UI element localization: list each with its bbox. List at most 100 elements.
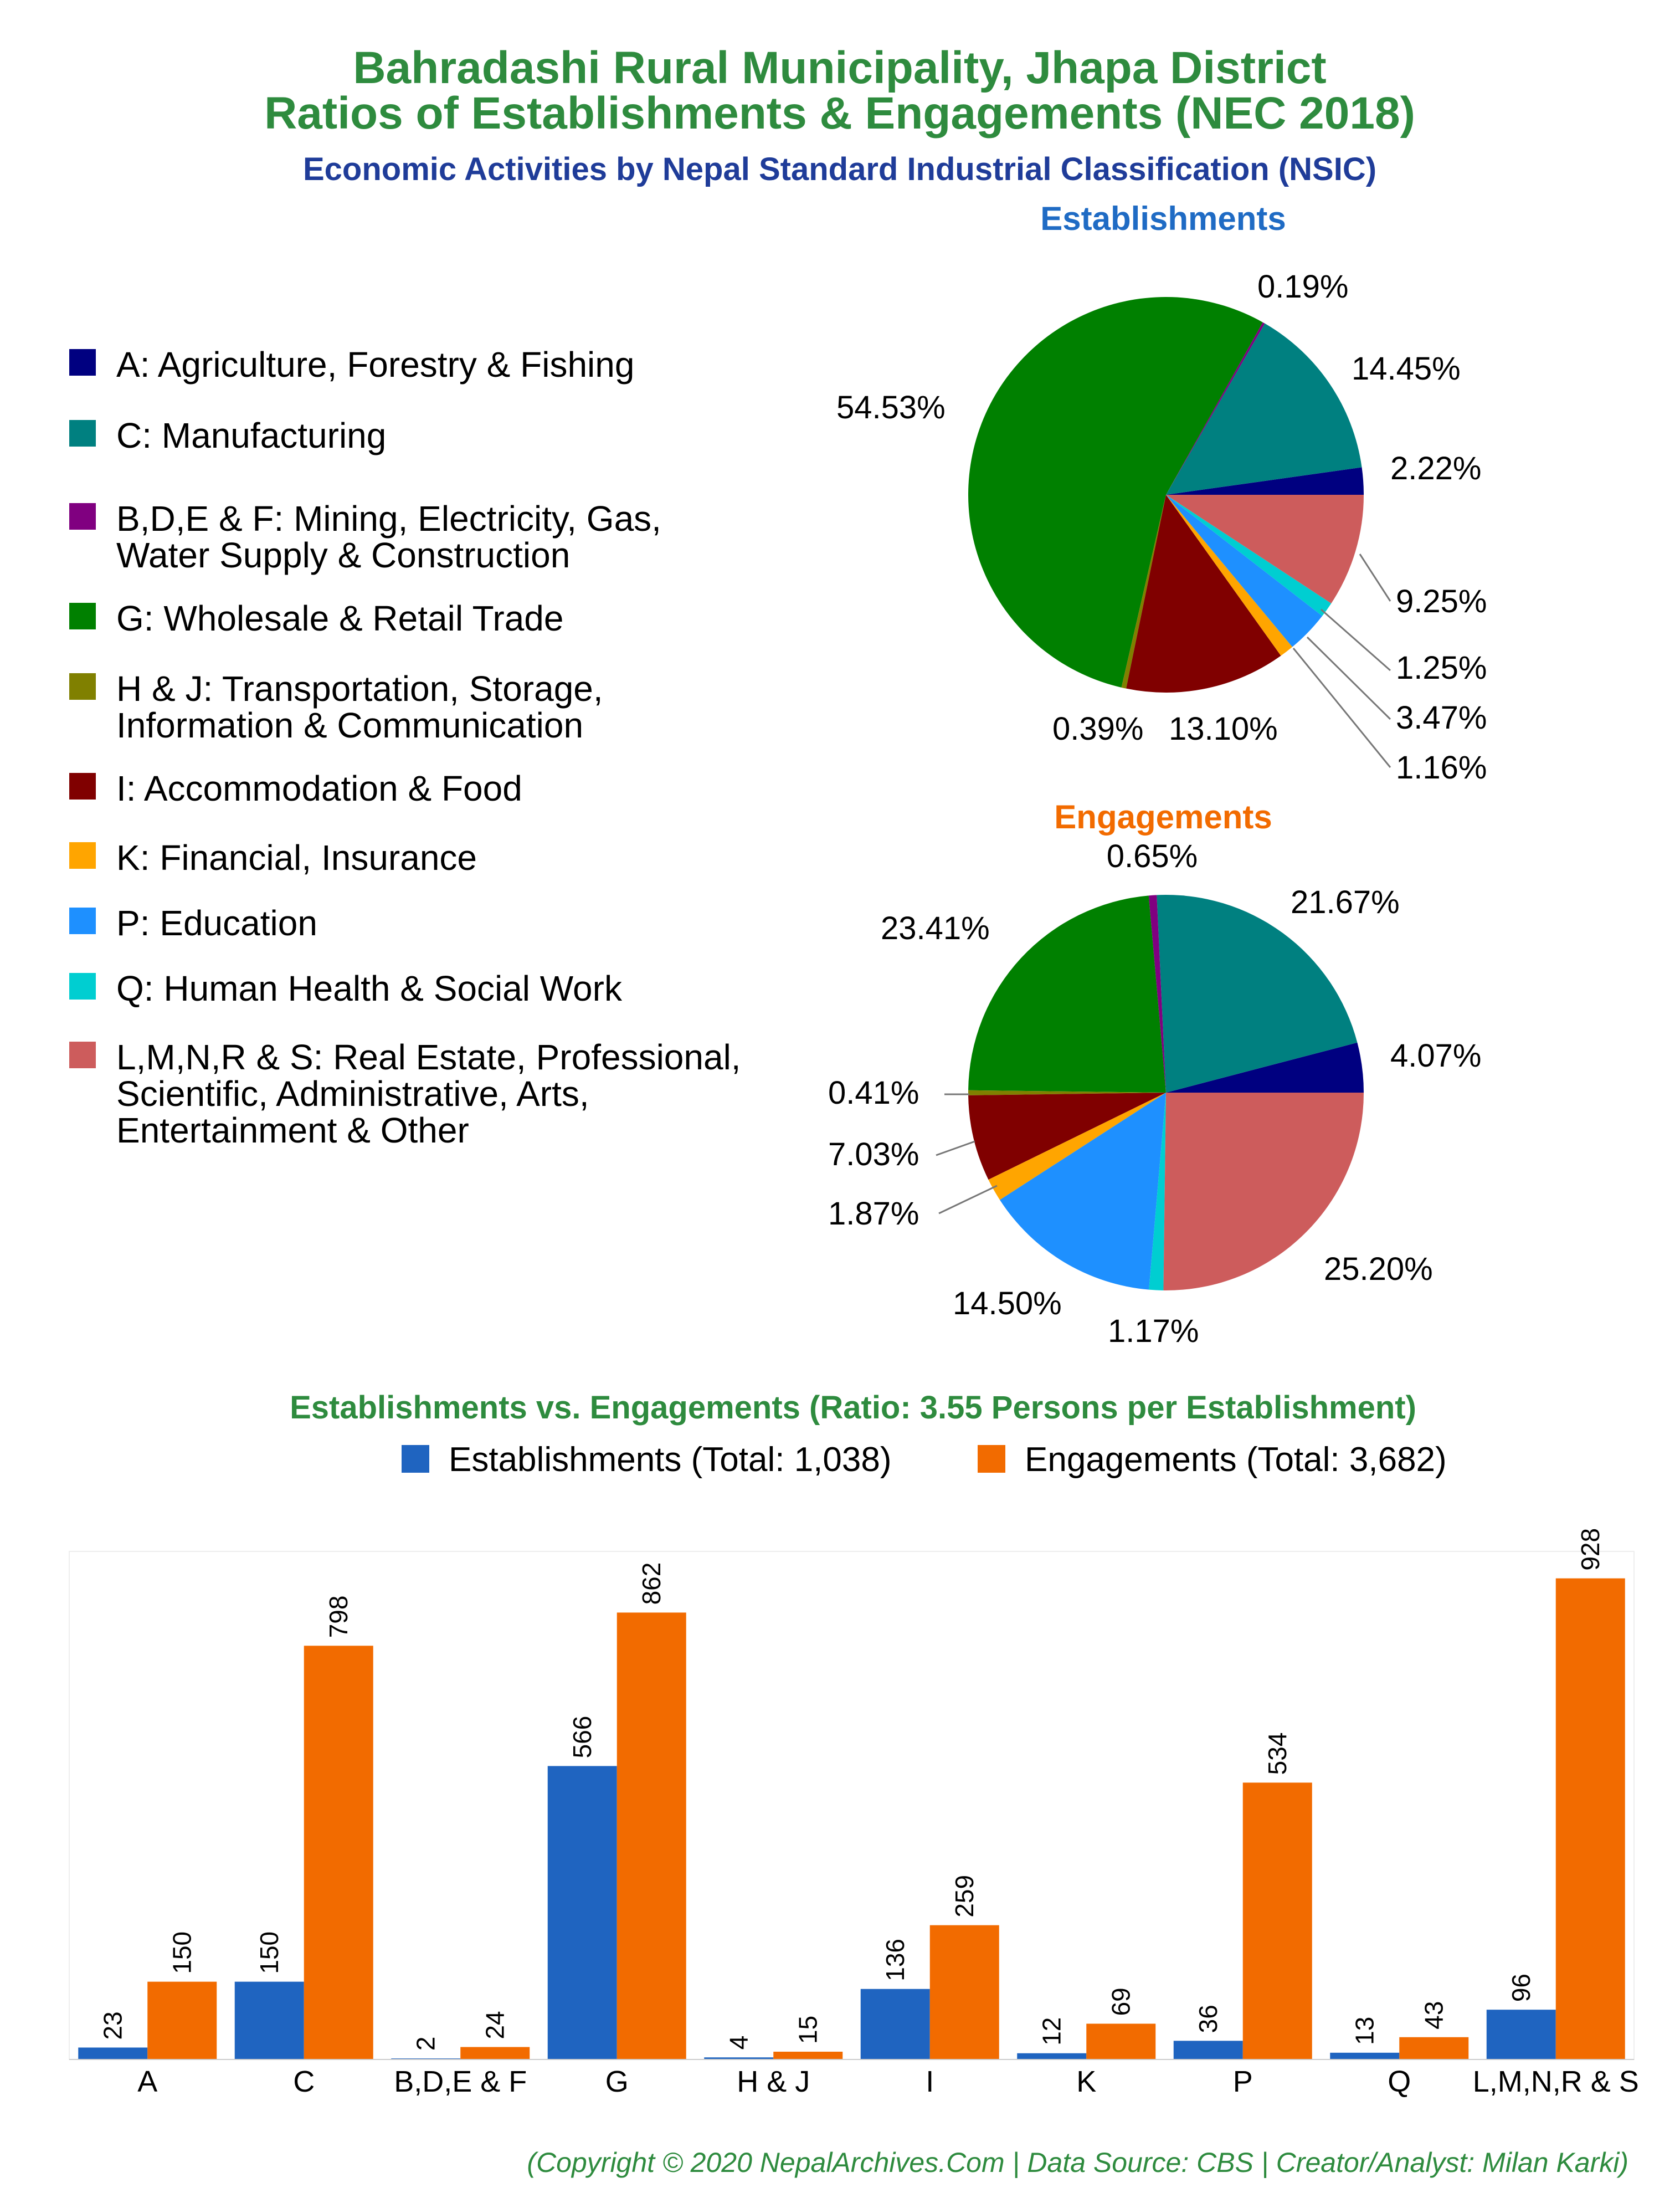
pie-slice-l-m-n-r-s (1163, 1093, 1364, 1291)
pie-leader-line (1306, 636, 1391, 720)
legend-swatch (69, 842, 96, 869)
legend-label: Entertainment & Other (116, 1110, 469, 1150)
pie-engagements: 4.07% 21.67% 0.65% 23.41% 0.41% 7.03% 1.87% 14.… (828, 838, 1481, 1349)
legend-label: Water Supply & Construction (116, 535, 570, 575)
bar-engagements-9 (1555, 1578, 1625, 2059)
pie-value-label: 4.07% (1390, 1038, 1481, 1074)
pie-slice-a (1166, 467, 1364, 495)
bar-chart: 23 150 A 150 798 C 2 24 B,D,E & F 566 862 G 4 15 H & J… (78, 1528, 1639, 2098)
bar-value-label: 15 (794, 2016, 823, 2044)
title-line-2: Ratios of Establishments & Engagements (… (264, 88, 1415, 139)
legend-label: Scientific, Administrative, Arts, (116, 1074, 589, 1114)
bar-value-label: 4 (725, 2036, 753, 2050)
pie-slice-h-j (1121, 495, 1166, 689)
legend-swatch (69, 503, 96, 530)
bar-value-label: 862 (637, 1562, 666, 1605)
pie-value-label: 3.47% (1396, 700, 1487, 736)
pie-slice-l-m-n-r-s (1166, 495, 1364, 603)
pie-leader-line (1292, 648, 1391, 768)
bar-establishments-7 (1173, 2041, 1243, 2059)
subtitle: Economic Activities by Nepal Standard In… (303, 151, 1376, 187)
pie-slice-c (1166, 323, 1362, 495)
pie-slice-k (988, 1093, 1166, 1200)
pie-slice-i (1126, 495, 1281, 693)
title-line-1: Bahradashi Rural Municipality, Jhapa Dis… (353, 43, 1326, 93)
bar-establishments-5 (860, 1989, 930, 2059)
bar-value-label: 534 (1263, 1733, 1292, 1775)
pie-slice-q (1149, 1093, 1166, 1290)
bar-engagements-7 (1242, 1782, 1312, 2059)
pie-value-label: 25.20% (1324, 1251, 1433, 1287)
pie-slice-h-j (968, 1090, 1166, 1095)
bar-engagements-2 (460, 2047, 530, 2059)
bar-engagements-0 (147, 1981, 217, 2059)
pie-leader-line (938, 1185, 998, 1215)
legend-label: G: Wholesale & Retail Trade (116, 598, 563, 638)
bar-establishments-1 (234, 1981, 304, 2059)
legend-swatch (69, 420, 96, 447)
pie-slice-p (1000, 1093, 1166, 1290)
pie-value-label: 9.25% (1396, 583, 1487, 619)
pie-value-label: 0.19% (1257, 269, 1348, 305)
pie-value-label: 13.10% (1169, 711, 1278, 747)
bar-category-label: H & J (737, 2065, 810, 2098)
pie-leader-line (1321, 608, 1391, 672)
pie-value-label: 54.53% (836, 390, 946, 426)
bar-category-label: C (293, 2065, 315, 2098)
bar-establishments-6 (1017, 2053, 1087, 2059)
pie-value-label: 14.45% (1352, 351, 1461, 387)
footer: (Copyright © 2020 NepalArchives.Com | Da… (527, 2147, 1628, 2179)
legend-label: I: Accommodation & Food (116, 768, 522, 808)
pie-value-label: 21.67% (1291, 884, 1400, 920)
bar-value-label: 928 (1576, 1528, 1605, 1571)
legend-label: H & J: Transportation, Storage, (116, 669, 603, 709)
pie-value-label: 0.39% (1052, 711, 1143, 747)
bar-legend: Establishments (Total: 1,038) Engagement… (402, 1441, 1447, 1479)
bar-value-label: 150 (255, 1931, 284, 1974)
pie-slice-a (1166, 1042, 1364, 1093)
bar-value-label: 23 (99, 2011, 127, 2040)
pie-value-label: 0.41% (828, 1075, 919, 1111)
legend-swatch (69, 673, 96, 700)
bar-establishments-9 (1486, 2010, 1556, 2059)
bar-establishments-3 (547, 1766, 617, 2059)
bar-value-label: 12 (1037, 2017, 1066, 2046)
bar-engagements-8 (1399, 2037, 1469, 2059)
pie-leader-line (936, 1140, 975, 1156)
pie-value-label: 2.22% (1390, 450, 1481, 486)
pie-slice-k (1166, 495, 1293, 656)
legend-label: B,D,E & F: Mining, Electricity, Gas, (116, 499, 661, 539)
pie-establishments: 2.22% 14.45% 0.19% 54.53% 0.39% 13.10% 1.16% 3.… (836, 269, 1487, 786)
bar-category-label: I (926, 2065, 934, 2098)
pie-value-label: 1.87% (828, 1196, 919, 1232)
bar-establishments-8 (1330, 2052, 1400, 2059)
pie-slice-p (1166, 495, 1323, 647)
bar-engagements-6 (1086, 2023, 1156, 2059)
pie-establishments-title: Establishments (1040, 200, 1286, 237)
bar-legend-swatch-establishments (402, 1445, 429, 1473)
legend-label: Information & Communication (116, 705, 583, 745)
legend-swatch (69, 908, 96, 934)
bar-value-label: 136 (881, 1939, 910, 1981)
bar-category-label: Q (1388, 2065, 1411, 2098)
pie-slice-q (1166, 495, 1332, 616)
bar-value-label: 36 (1194, 2005, 1222, 2033)
bar-legend-label-establishments: Establishments (Total: 1,038) (449, 1441, 892, 1479)
bar-engagements-4 (773, 2051, 843, 2059)
bar-chart-title: Establishments vs. Engagements (Ratio: 3… (290, 1390, 1416, 1426)
bar-engagements-1 (304, 1646, 373, 2059)
bar-value-label: 2 (412, 2037, 440, 2051)
legend-swatch (69, 973, 96, 1000)
bar-legend-label-engagements: Engagements (Total: 3,682) (1025, 1441, 1447, 1479)
bar-establishments-4 (704, 2057, 774, 2059)
legend-swatch (69, 603, 96, 629)
bar-category-label: G (605, 2065, 629, 2098)
legend: A: Agriculture, Forestry & Fishing C: Man… (69, 345, 741, 1150)
pie-slice-g (968, 297, 1263, 688)
bar-value-label: 259 (950, 1875, 979, 1918)
legend-swatch (69, 1042, 96, 1068)
pie-value-label: 1.25% (1396, 650, 1487, 686)
bar-value-label: 798 (324, 1596, 353, 1638)
pie-leader-line (1359, 554, 1391, 602)
pie-value-label: 0.65% (1107, 838, 1198, 874)
